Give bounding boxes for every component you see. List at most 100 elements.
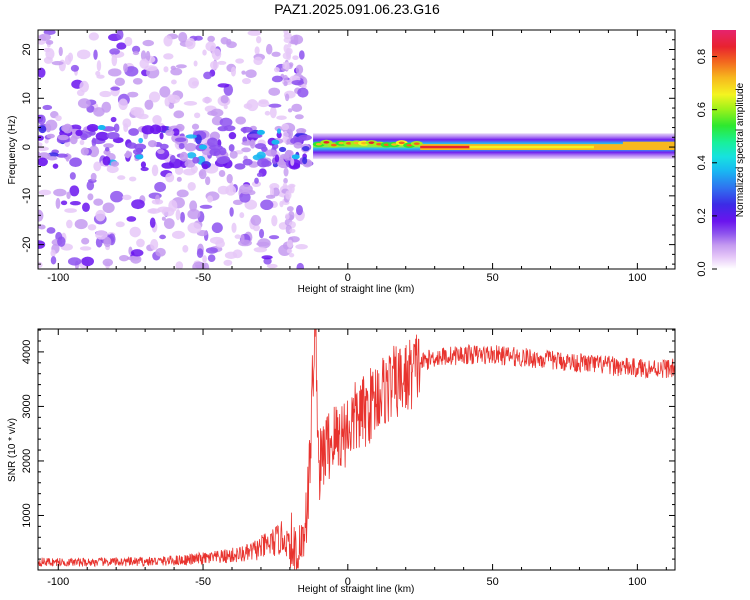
noise-blob [185,38,196,50]
noise-blob [104,147,110,152]
colorbar: 0.0 0.2 0.4 0.6 0.8 Normalized spectral ampl… [696,30,746,277]
noise-blob [93,107,105,117]
noise-blob [295,244,308,250]
noise-blob [298,50,305,60]
noise-blob [187,208,201,220]
noise-blob [272,187,280,197]
noise-blob [124,66,139,77]
noise-blob [93,198,104,206]
noise-blob [122,194,132,201]
signal-bead-core [413,142,420,145]
noise-blob [123,63,128,73]
noise-blob [43,56,53,64]
spectrogram-x-tick-label: -50 [195,272,211,284]
noise-blob [271,75,283,83]
noise-blob [198,169,207,180]
noise-blob [192,156,200,164]
noise-blob [126,216,137,222]
noise-blob [175,261,184,269]
noise-blob [287,210,295,221]
noise-hotspot [199,144,208,150]
noise-blob [257,238,271,249]
noise-blob [159,86,171,98]
colorbar-ticks: 0.0 0.2 0.4 0.6 0.8 [696,49,717,277]
noise-blob [276,115,287,120]
chart-title: PAZ1.2025.091.06.23.G16 [274,1,440,17]
noise-blob [159,143,169,150]
noise-blob [190,165,198,174]
noise-blob [217,126,228,132]
noise-blob [96,60,102,72]
signal-bead-core [406,143,413,147]
noise-blob [129,226,141,238]
noise-blob [274,154,280,163]
noise-blob [286,206,294,212]
noise-blob [264,110,271,116]
noise-blob [127,91,139,98]
noise-blob [184,142,197,152]
noise-blob [115,221,125,228]
noise-blob [205,176,211,186]
snr-series-line [38,329,675,570]
noise-blob [159,234,166,240]
noise-blob [38,224,46,230]
snr-x-tick-label: -50 [195,576,211,588]
noise-blob [171,230,185,239]
noise-blob [168,199,178,212]
noise-blob [79,246,92,251]
noise-blob [46,156,58,161]
noise-blob [268,87,281,96]
signal-bead-core [383,143,390,147]
noise-blob [194,35,203,41]
noise-blob [159,132,164,140]
noise-blob [258,228,265,239]
noise-blob [163,53,174,60]
noise-blob [148,91,161,103]
noise-blob [107,68,122,77]
noise-blob [150,238,159,251]
noise-blob [265,149,277,157]
noise-blob [201,163,209,170]
spectrogram-y-tick-label: 0 [21,144,33,150]
signal-bead-core [315,142,322,146]
noise-blob [50,249,56,257]
noise-blob [285,213,290,220]
noise-blob [234,163,246,170]
noise-blob [64,54,72,66]
noise-blob [45,39,54,45]
noise-blob [87,224,97,231]
noise-blob [287,129,293,139]
noise-blob [161,216,166,221]
noise-blob [178,31,188,43]
noise-blob [228,132,237,140]
noise-blob [178,143,185,150]
noise-blob [88,32,99,41]
noise-blob [235,116,247,125]
noise-blob [140,50,147,61]
noise-blob [62,123,73,134]
noise-blob [219,117,233,127]
noise-blob [253,246,268,253]
noise-blob [103,143,114,149]
noise-blob [185,134,197,139]
noise-blob [132,51,140,56]
noise-blob [180,211,185,223]
noise-blob [163,218,175,229]
noise-blob [56,153,68,158]
noise-blob [294,114,304,120]
noise-blob [296,128,307,134]
noise-blob [283,177,288,184]
noise-blob [57,236,66,247]
noise-blob [106,165,119,174]
noise-blob [276,128,282,134]
noise-blob [283,30,289,36]
signal-bead-core [345,142,352,145]
noise-blob [291,79,304,86]
noise-blob [245,69,257,79]
noise-blob [286,51,292,61]
noise-blob [278,244,292,257]
noise-blob [79,139,85,146]
noise-blob [142,39,155,47]
noise-blob [77,98,91,109]
noise-blob [260,199,274,211]
